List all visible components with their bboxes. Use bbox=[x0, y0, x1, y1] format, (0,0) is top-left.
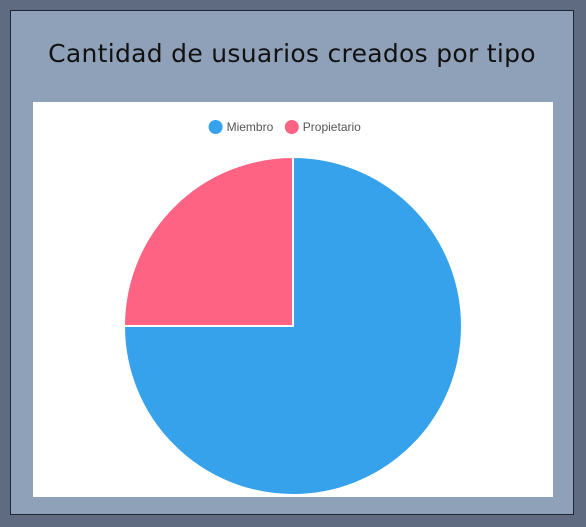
pie-chart: Miembro Propietario bbox=[33, 102, 553, 497]
chart-card: Miembro Propietario bbox=[33, 102, 553, 497]
pie-slices bbox=[124, 157, 462, 495]
pie-slice-propietario[interactable] bbox=[124, 157, 293, 326]
legend-item-propietario[interactable]: Propietario bbox=[285, 120, 361, 134]
legend-label-propietario: Propietario bbox=[303, 120, 361, 134]
legend-item-miembro[interactable]: Miembro bbox=[209, 120, 274, 134]
chart-legend: Miembro Propietario bbox=[209, 120, 362, 134]
legend-label-miembro: Miembro bbox=[227, 120, 274, 134]
page-title: Cantidad de usuarios creados por tipo bbox=[11, 39, 573, 68]
chart-panel: Cantidad de usuarios creados por tipo Mi… bbox=[10, 10, 574, 515]
legend-swatch-miembro bbox=[209, 120, 223, 134]
legend-swatch-propietario bbox=[285, 120, 299, 134]
